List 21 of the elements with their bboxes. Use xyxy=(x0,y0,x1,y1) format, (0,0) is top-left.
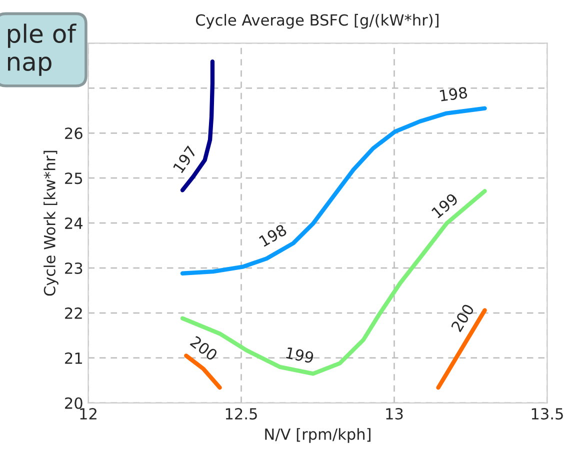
line-series xyxy=(180,189,487,376)
y-axis-title: Cycle Work [kw*hr] xyxy=(44,150,58,296)
x-axis-title: N/V [rpm/kph] xyxy=(265,428,370,443)
y-tick-label: 26 xyxy=(65,128,82,140)
x-tick-label: 13.5 xyxy=(532,408,563,420)
chart-title: Cycle Average BSFC [g/(kW*hr)] xyxy=(196,14,438,29)
text: ple of nap xyxy=(8,24,76,76)
x-tick-label: 12.5 xyxy=(226,408,257,420)
x-tick-label: 13 xyxy=(386,408,403,420)
y-tick-label: 22 xyxy=(65,307,82,319)
y-tick-label: 21 xyxy=(65,352,82,364)
y-tick-label: 24 xyxy=(65,217,83,229)
x-tick-label: 12 xyxy=(80,408,96,420)
y-tick-label: 20 xyxy=(65,397,82,409)
annotation: 198 xyxy=(258,224,288,248)
y-tick-label: 23 xyxy=(65,262,82,274)
y-tick-label: 25 xyxy=(65,172,82,184)
annotation: 198 xyxy=(440,86,468,102)
annotation: 199 xyxy=(431,192,459,219)
annotation: 200 xyxy=(190,336,218,362)
annotation: 199 xyxy=(286,346,314,364)
